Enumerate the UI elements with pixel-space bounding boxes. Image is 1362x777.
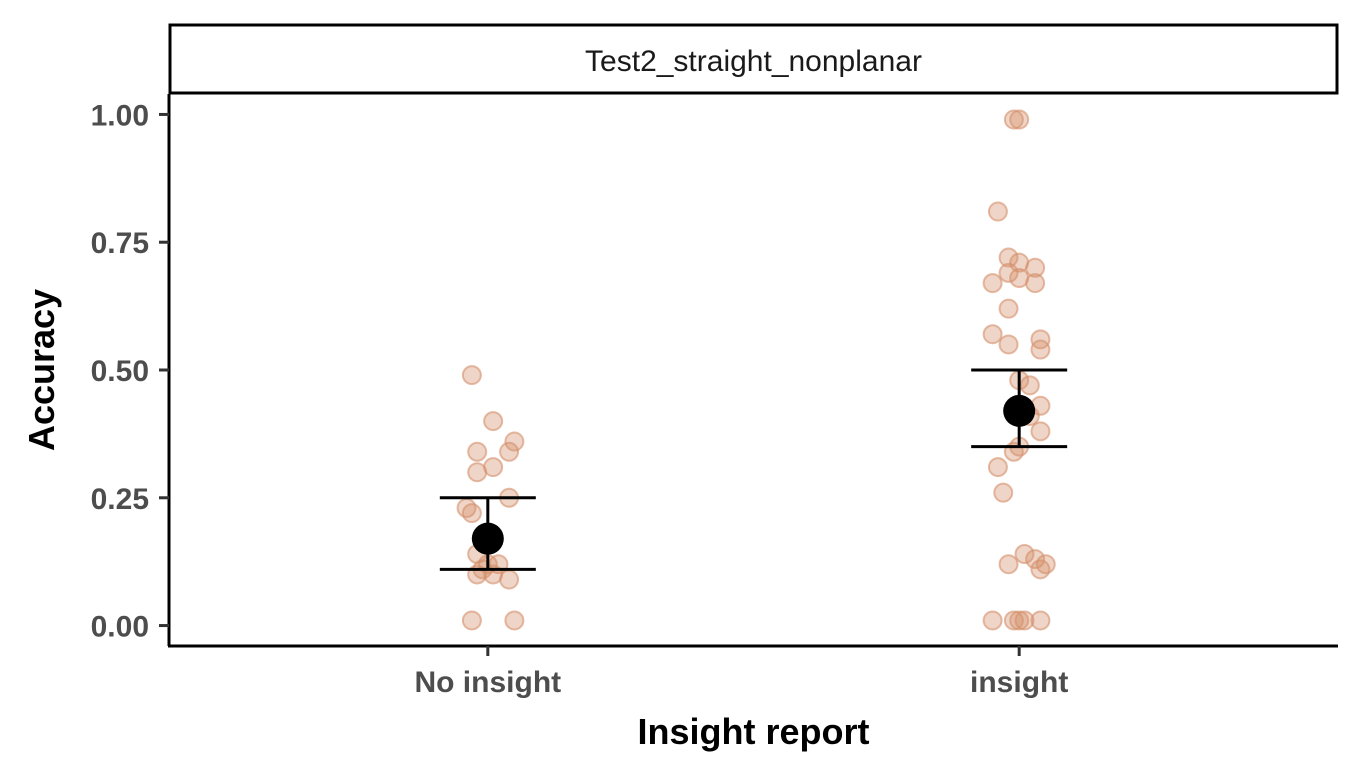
y-tick-label: 0.50: [91, 355, 149, 388]
data-point: [987, 457, 1008, 478]
data-point: [467, 441, 488, 462]
facet-label: Test2_straight_nonplanar: [585, 45, 922, 78]
data-point: [461, 365, 482, 386]
y-tick-label: 0.25: [91, 483, 149, 516]
data-point: [1019, 375, 1040, 396]
data-point: [504, 610, 525, 631]
x-axis-title: Insight report: [638, 711, 870, 752]
data-point: [1009, 610, 1030, 631]
jitter-points: [456, 109, 1056, 631]
data-point: [1003, 109, 1024, 130]
data-point: [1009, 109, 1030, 130]
data-point: [982, 610, 1003, 631]
data-point: [1014, 544, 1035, 564]
data-point: [1014, 610, 1035, 631]
facet-strip-box: [168, 23, 1339, 95]
data-point: [998, 334, 1019, 355]
summary-marks: [439, 368, 1068, 571]
data-point: [483, 411, 504, 432]
data-point: [1025, 257, 1046, 278]
data-point: [987, 201, 1008, 222]
data-point: [1030, 339, 1051, 360]
data-point: [998, 247, 1019, 268]
data-point: [993, 482, 1014, 503]
data-point: [998, 262, 1019, 283]
mean-point: [1003, 394, 1036, 427]
y-ticks: 0.00 0.25 0.50 0.75 1.00: [91, 99, 169, 644]
data-point: [998, 298, 1019, 319]
data-point: [982, 324, 1003, 345]
y-tick-label: 1.00: [91, 99, 149, 132]
y-tick-label: 0.75: [91, 227, 149, 260]
data-point: [1030, 559, 1051, 580]
data-point: [499, 569, 520, 590]
data-point: [1025, 549, 1046, 570]
y-tick-label: 0.00: [91, 611, 149, 644]
data-point: [1003, 610, 1024, 631]
data-point: [1030, 421, 1051, 442]
data-point: [499, 441, 520, 462]
data-point: [998, 554, 1019, 575]
x-tick-label: No insight: [414, 666, 561, 699]
data-point: [461, 503, 482, 524]
y-axis-title: Accuracy: [21, 289, 62, 451]
x-tick-label: insight: [970, 666, 1068, 699]
data-point: [461, 610, 482, 631]
data-point: [467, 462, 488, 483]
data-point: [1030, 329, 1051, 350]
data-point: [504, 431, 525, 452]
facet-strip: Test2_straight_nonplanar: [168, 23, 1339, 95]
x-ticks: No insight insight: [414, 646, 1068, 699]
data-point: [982, 273, 1003, 294]
data-point: [1030, 610, 1051, 631]
plot-panel: 0.00 0.25 0.50 0.75 1.00 No insight insight: [91, 94, 1338, 699]
data-point: [1025, 273, 1046, 294]
mean-point: [471, 522, 504, 555]
